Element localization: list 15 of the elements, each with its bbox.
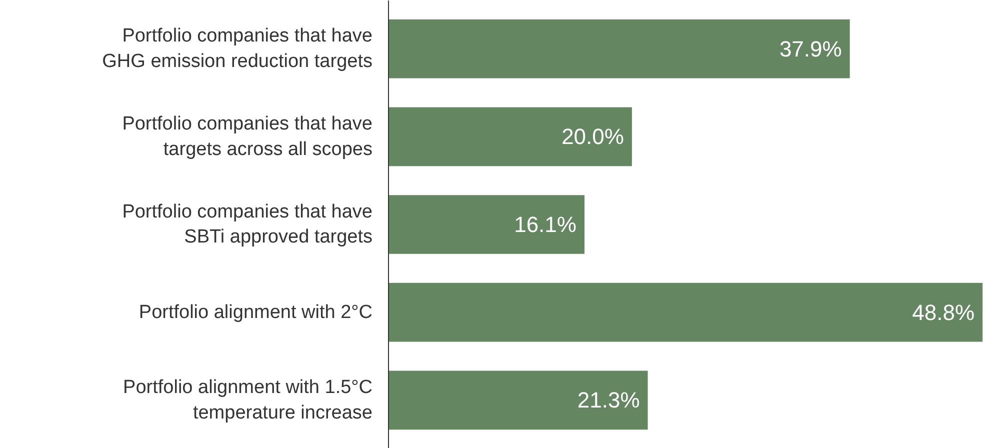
bar: [388, 370, 648, 430]
y-tick-label: Portfolio companies that have SBTi approved targets: [122, 201, 373, 248]
y-tick-label: Portfolio companies that have targets across all scopes: [122, 114, 372, 160]
bar: [388, 282, 982, 342]
bar: [388, 107, 632, 166]
data-label: 48.8%: [912, 300, 975, 325]
y-tick-label: Portfolio alignment with 1.5°C temperature increase: [123, 377, 373, 424]
data-label: 37.9%: [779, 36, 842, 62]
data-label: 16.1%: [514, 212, 576, 237]
y-tick-label: Portfolio alignment with 2°C: [138, 302, 373, 323]
data-label: 21.3%: [577, 388, 640, 413]
y-tick-label: Portfolio companies that have GHG emission reduction targets: [102, 26, 373, 72]
data-label: 20.0%: [562, 124, 624, 150]
bar: [388, 195, 584, 254]
bar: [388, 19, 850, 78]
